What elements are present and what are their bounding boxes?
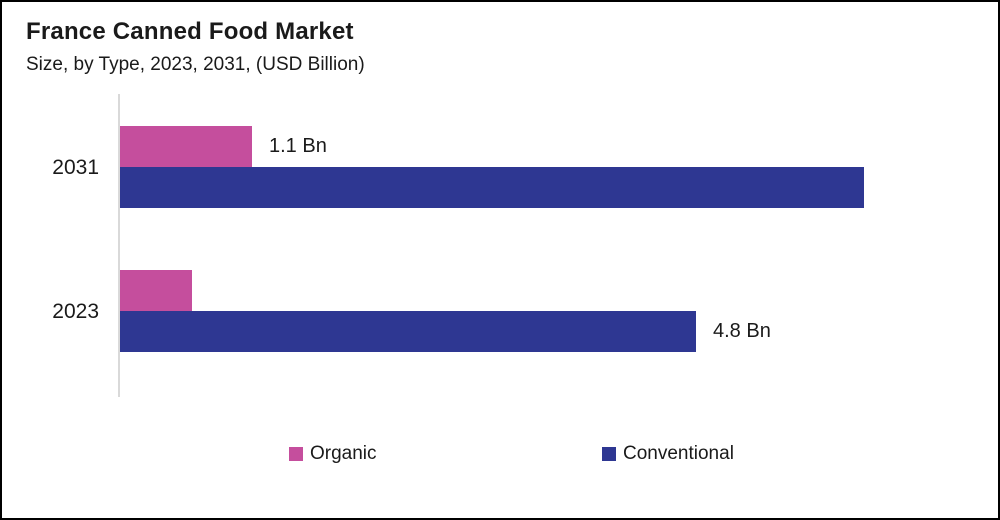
bar-2023-conventional xyxy=(120,311,696,352)
legend-item-conventional: Conventional xyxy=(602,441,734,467)
bar-2031-conventional xyxy=(120,167,864,208)
legend-label-organic: Organic xyxy=(310,443,377,464)
bar-2023-organic xyxy=(120,270,192,311)
legend: Organic Conventional xyxy=(2,441,998,467)
chart-subtitle: Size, by Type, 2023, 2031, (USD Billion) xyxy=(26,54,365,75)
data-label-2023-conventional: 4.8 Bn xyxy=(713,320,771,342)
data-label-2031-organic: 1.1 Bn xyxy=(269,135,327,157)
conventional-swatch xyxy=(602,447,616,461)
chart-title: France Canned Food Market xyxy=(26,18,354,45)
y-axis-line xyxy=(118,94,120,397)
legend-label-conventional: Conventional xyxy=(623,443,734,464)
category-label-2023: 2023 xyxy=(52,299,99,323)
category-label-2031: 2031 xyxy=(52,155,99,179)
legend-item-organic: Organic xyxy=(289,441,377,467)
organic-swatch xyxy=(289,447,303,461)
bar-2031-organic xyxy=(120,126,252,167)
